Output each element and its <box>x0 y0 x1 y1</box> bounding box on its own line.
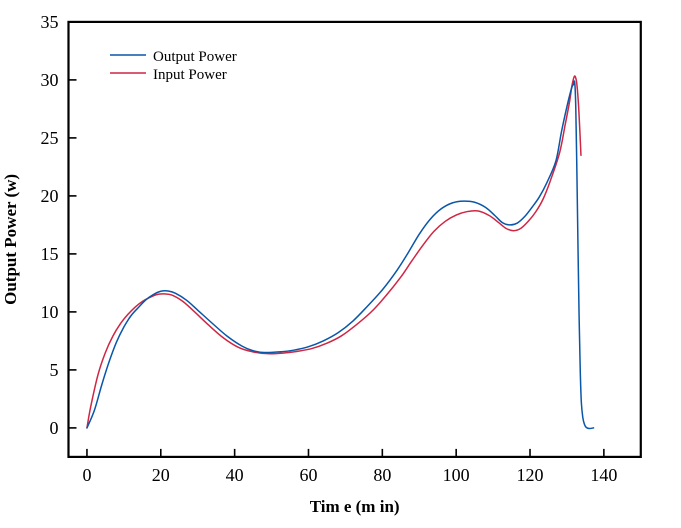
svg-text:40: 40 <box>226 465 244 485</box>
svg-text:10: 10 <box>40 302 58 322</box>
svg-text:140: 140 <box>590 465 617 485</box>
svg-text:35: 35 <box>40 12 58 32</box>
svg-text:80: 80 <box>373 465 391 485</box>
svg-text:Output Power: Output Power <box>153 49 237 65</box>
svg-text:120: 120 <box>517 465 544 485</box>
svg-text:100: 100 <box>443 465 470 485</box>
svg-text:60: 60 <box>299 465 317 485</box>
svg-text:30: 30 <box>40 70 58 90</box>
svg-text:0: 0 <box>82 465 91 485</box>
svg-text:25: 25 <box>40 128 58 148</box>
svg-text:20: 20 <box>40 186 58 206</box>
svg-text:5: 5 <box>49 360 58 380</box>
svg-text:15: 15 <box>40 244 58 264</box>
svg-text:Tim e (m in): Tim e (m in) <box>310 497 400 516</box>
svg-text:Output Power (w): Output Power (w) <box>1 174 20 305</box>
svg-text:0: 0 <box>49 418 58 438</box>
svg-text:Input Power: Input Power <box>153 67 227 83</box>
svg-text:20: 20 <box>152 465 170 485</box>
